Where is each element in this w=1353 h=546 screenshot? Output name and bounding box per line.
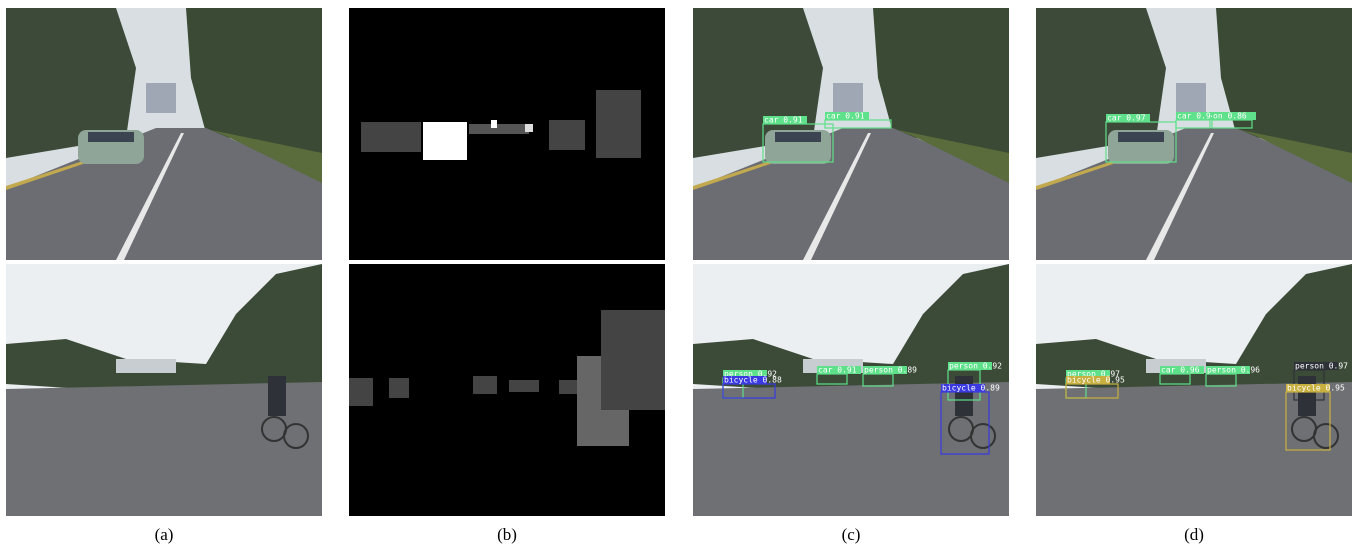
detection-label: car 0.91 xyxy=(764,116,803,125)
detection-label: person 0.96 xyxy=(1207,366,1260,375)
detection-label: person 0.97 xyxy=(1295,362,1348,371)
car-window xyxy=(775,132,821,142)
mask-region xyxy=(559,380,577,394)
mask-region xyxy=(361,122,421,152)
figure-canvas: (a) (b) car 0.91 car 0.91 person 0.92 bicycle… xyxy=(0,0,1353,546)
mask-region xyxy=(596,90,641,158)
detection-label: person 0.89 xyxy=(864,366,917,375)
mask-region xyxy=(349,378,373,406)
detection-label: car 0.91 xyxy=(818,366,857,375)
panel-caption: (c) xyxy=(842,525,861,544)
detection-label: car 0.97 xyxy=(1107,114,1146,123)
detection-label: person 0.92 xyxy=(949,362,1002,371)
mask-region xyxy=(491,120,497,128)
mask-region xyxy=(509,380,539,392)
detection-label: bicycle 0.95 xyxy=(1287,384,1345,393)
image-panel: car 0.91 car 0.91 xyxy=(693,8,1009,260)
detection-label: bicycle 0.89 xyxy=(942,384,1000,393)
image-panel: person 0.92 bicycle 0.88 car 0.91 person 0.… xyxy=(693,264,1009,516)
cyclist xyxy=(1298,376,1316,416)
mask-region xyxy=(423,122,467,160)
detection-label: on 0.86 xyxy=(1213,112,1247,121)
image-panel xyxy=(349,264,665,516)
cyclist xyxy=(955,376,973,416)
image-panel xyxy=(6,264,322,516)
mask-region xyxy=(389,378,409,398)
car-window xyxy=(1118,132,1164,142)
mask-region xyxy=(469,124,529,134)
panel-caption: (b) xyxy=(497,525,517,544)
figure: (a) (b) car 0.91 car 0.91 person 0.92 bicycle… xyxy=(0,0,1353,546)
image-panel xyxy=(6,8,322,260)
buildings xyxy=(833,83,863,113)
mask-region xyxy=(525,124,533,132)
mask-region xyxy=(601,310,665,410)
panel-caption: (d) xyxy=(1184,525,1204,544)
detection-label: car 0.96 xyxy=(1161,366,1200,375)
buildings xyxy=(116,359,176,373)
detection-label: bicycle 0.88 xyxy=(724,376,782,385)
panel-caption: (a) xyxy=(155,525,174,544)
buildings xyxy=(146,83,176,113)
detection-label: car 0.91 xyxy=(826,112,865,121)
mask-region xyxy=(473,376,497,394)
car-window xyxy=(88,132,134,142)
buildings xyxy=(1176,83,1206,113)
image-panel: person 0.97 bicycle 0.95 car 0.96 person 0.… xyxy=(1036,264,1352,516)
image-panel xyxy=(349,8,665,260)
mask-region xyxy=(549,120,585,150)
detection-label: bicycle 0.95 xyxy=(1067,376,1125,385)
cyclist xyxy=(268,376,286,416)
